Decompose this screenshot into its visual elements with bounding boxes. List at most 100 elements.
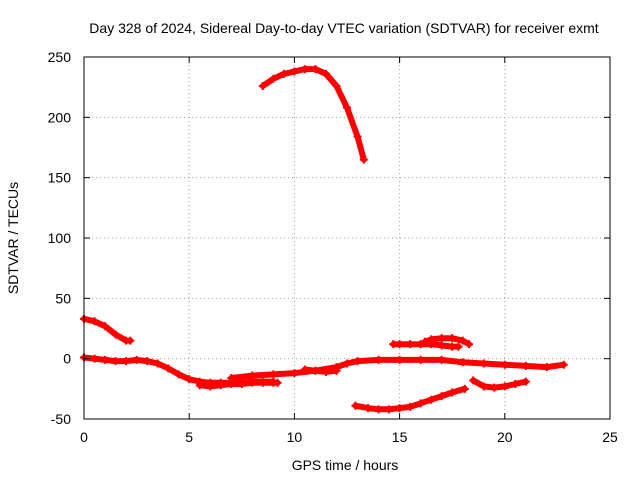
x-tick-label: 15 [392,429,408,445]
data-point [300,365,309,374]
data-point [500,382,509,391]
y-tick-label: 100 [48,230,72,246]
data-point [132,355,141,364]
data-point [332,81,341,90]
data-point [437,392,446,401]
x-axis-label: GPS time / hours [292,457,399,473]
data-point [460,384,469,393]
data-point [269,370,278,379]
data-point [374,405,383,414]
data-point [343,359,351,368]
data-point [427,335,436,344]
data-point [458,358,467,367]
data-point [353,357,362,366]
x-tick-label: 10 [287,429,303,445]
data-point [258,81,267,90]
data-point [321,367,330,376]
data-point [248,378,257,387]
data-point [521,361,530,370]
data-point [469,376,478,385]
data-point [111,330,120,339]
data-point [290,67,299,76]
series-arc-4 [228,356,567,381]
data-point [311,65,320,74]
data-point [351,401,360,410]
data-point [385,405,394,414]
data-point [311,366,320,375]
y-axis-label: SDTVAR / TECUs [5,182,21,294]
data-point [364,404,373,413]
data-point [90,317,99,326]
data-point [353,132,362,141]
data-point [458,336,467,345]
y-tick-label: 200 [48,109,72,125]
data-point [332,366,341,375]
data-point [227,380,236,389]
data-point [111,357,120,366]
x-tick-label: 5 [185,429,193,445]
data-point [122,357,131,366]
y-tick-label: 50 [55,290,71,306]
series-arc-1 [259,66,367,163]
x-tick-label: 20 [497,429,513,445]
data-point [237,380,246,389]
chart-title: Day 328 of 2024, Sidereal Day-to-day VTE… [89,20,598,36]
data-point [300,65,309,74]
data-point [427,395,436,404]
data-point [500,360,509,369]
y-tick-label: 250 [48,49,72,65]
data-point [374,355,383,364]
data-point [437,334,446,343]
data-point [395,355,404,364]
data-point [174,370,183,379]
data-point [258,378,267,387]
data-point [437,355,446,364]
data-point [437,341,446,350]
data-point [559,360,568,369]
y-tick-label: 150 [48,170,72,186]
x-tick-label: 25 [602,429,618,445]
data-point [248,371,257,380]
data-point [321,69,330,78]
data-point [206,382,215,391]
data-point [479,382,488,391]
data-point [359,155,368,164]
data-point [395,340,404,349]
data-point [143,357,152,366]
data-point [416,399,425,408]
data-point [448,334,457,343]
data-point [269,74,278,83]
data-point [465,340,474,349]
data-point [195,381,204,390]
grid-lines [84,57,610,419]
data-point [343,103,351,112]
data-point [521,377,530,386]
data-point [406,402,415,411]
data-point [420,337,429,346]
data-point [416,355,425,364]
data-point [90,354,99,363]
data-point [290,369,299,378]
x-tick-label: 0 [80,429,88,445]
data-point [126,336,135,345]
data-point [395,404,404,413]
data-point [273,378,282,387]
series-layer [80,65,568,414]
data-point [101,355,110,364]
data-point [511,380,520,389]
data-point [279,69,288,78]
series-arc-6 [301,366,340,375]
data-point [490,383,499,392]
data-point [406,340,415,349]
y-tick-label: 0 [63,351,71,367]
axis-ticks: 0 5 10 15 20 25 -50 0 50 100 150 200 250 [48,49,618,445]
y-tick-label: -50 [51,411,71,427]
data-point [542,363,551,372]
data-point [101,322,110,331]
data-point [153,359,162,368]
data-point [454,342,463,351]
data-point [479,359,488,368]
data-point [164,364,173,373]
data-point [216,381,225,390]
